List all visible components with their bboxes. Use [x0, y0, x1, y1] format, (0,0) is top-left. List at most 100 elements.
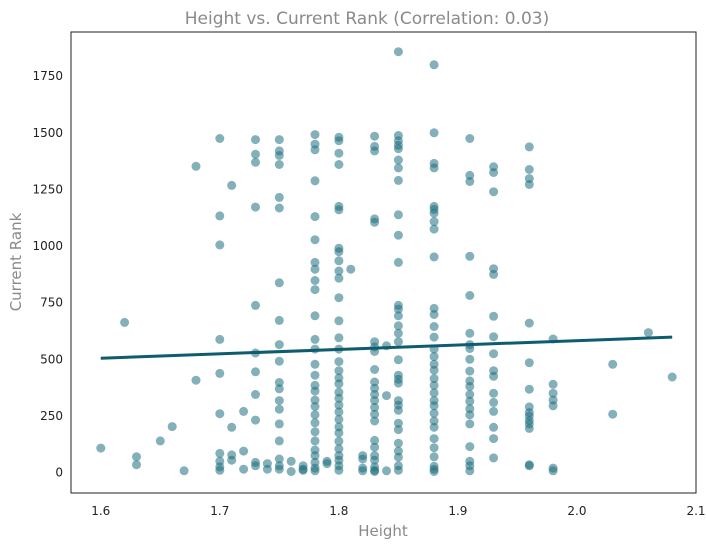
scatter-point — [370, 467, 380, 476]
scatter-point — [227, 455, 237, 465]
scatter-point — [274, 135, 284, 145]
scatter-point — [524, 165, 534, 174]
scatter-point — [215, 240, 225, 250]
scatter-point — [393, 337, 403, 347]
scatter-point — [524, 358, 534, 368]
scatter-point — [274, 396, 284, 406]
scatter-point — [489, 311, 499, 321]
x-tick-label: 1.9 — [448, 504, 467, 518]
scatter-point — [227, 422, 237, 432]
scatter-point — [489, 187, 499, 197]
scatter-point — [667, 372, 677, 382]
scatter-point — [489, 332, 499, 342]
scatter-point — [334, 160, 344, 169]
scatter-point — [215, 134, 225, 143]
scatter-point — [227, 180, 237, 190]
scatter-point — [251, 390, 260, 399]
scatter-point — [334, 205, 344, 215]
scatter-point — [465, 328, 475, 338]
scatter-point — [334, 393, 344, 403]
scatter-point — [251, 202, 260, 212]
scatter-point — [370, 416, 380, 426]
scatter-point — [334, 366, 344, 376]
scatter-point — [251, 157, 260, 167]
scatter-point — [465, 419, 475, 429]
scatter-point — [429, 452, 439, 462]
scatter-point — [524, 461, 534, 471]
scatter-point — [429, 374, 439, 384]
scatter-point — [429, 365, 439, 375]
scatter-point — [489, 453, 499, 463]
scatter-point — [465, 390, 475, 399]
scatter-point — [524, 384, 534, 394]
scatter-point — [274, 203, 284, 213]
scatter-point — [334, 316, 344, 326]
chart-title: Height vs. Current Rank (Correlation: 0.… — [185, 9, 549, 29]
scatter-point — [310, 176, 320, 186]
scatter-point — [310, 451, 320, 461]
scatter-point — [334, 293, 344, 303]
scatter-point — [465, 366, 475, 376]
scatter-point — [358, 466, 368, 476]
scatter-point — [548, 388, 558, 398]
scatter-point — [393, 230, 403, 240]
scatter-point — [465, 354, 475, 364]
scatter-point — [215, 448, 225, 458]
scatter-point — [370, 455, 380, 465]
scatter-point — [429, 408, 439, 418]
scatter-point — [429, 434, 439, 444]
scatter-point — [215, 368, 225, 378]
scatter-point — [274, 464, 284, 474]
scatter-point — [393, 175, 403, 185]
scatter-point — [393, 328, 403, 338]
scatter-point — [429, 467, 439, 476]
plot-frame — [70, 31, 697, 494]
scatter-point — [429, 60, 439, 70]
scatter-point — [274, 315, 284, 325]
scatter-point — [489, 397, 499, 407]
scatter-point — [310, 386, 320, 396]
points-layer — [96, 47, 677, 476]
scatter-point — [608, 409, 618, 419]
scatter-point — [274, 419, 284, 429]
scatter-point — [310, 257, 320, 267]
scatter-point — [310, 285, 320, 295]
y-axis-ticks: 0 250 500 750 1000 1250 1500 1750 — [32, 69, 63, 479]
scatter-point — [489, 422, 499, 432]
scatter-point — [251, 135, 260, 145]
scatter-point — [334, 379, 344, 389]
scatter-point — [465, 344, 475, 353]
scatter-point — [274, 340, 284, 350]
scatter-point — [322, 459, 332, 469]
scatter-point — [310, 359, 320, 369]
scatter-point — [310, 145, 320, 155]
scatter-point — [274, 378, 284, 387]
scatter-point — [334, 333, 344, 343]
scatter-point — [429, 380, 439, 390]
scatter-point — [334, 136, 344, 146]
y-tick-label: 1500 — [32, 126, 63, 140]
scatter-point — [310, 466, 320, 476]
scatter-point — [429, 401, 439, 411]
scatter-point — [310, 130, 320, 140]
scatter-point — [191, 161, 201, 171]
scatter-point — [393, 425, 403, 435]
scatter-point — [370, 365, 380, 374]
x-tick-label: 2.1 — [686, 504, 705, 518]
scatter-point — [429, 388, 439, 398]
scatter-point — [393, 304, 403, 314]
scatter-point — [298, 461, 308, 471]
scatter-point — [274, 278, 284, 288]
scatter-point — [524, 318, 534, 328]
scatter-point — [393, 438, 403, 448]
scatter-point — [548, 379, 558, 389]
scatter-point — [393, 418, 403, 428]
scatter-point — [239, 464, 249, 474]
scatter-point — [465, 382, 475, 391]
scatter-point — [132, 452, 141, 462]
scatter-point — [334, 436, 344, 446]
scatter-point — [429, 252, 439, 262]
scatter-point — [465, 251, 475, 261]
scatter-point — [429, 322, 439, 331]
